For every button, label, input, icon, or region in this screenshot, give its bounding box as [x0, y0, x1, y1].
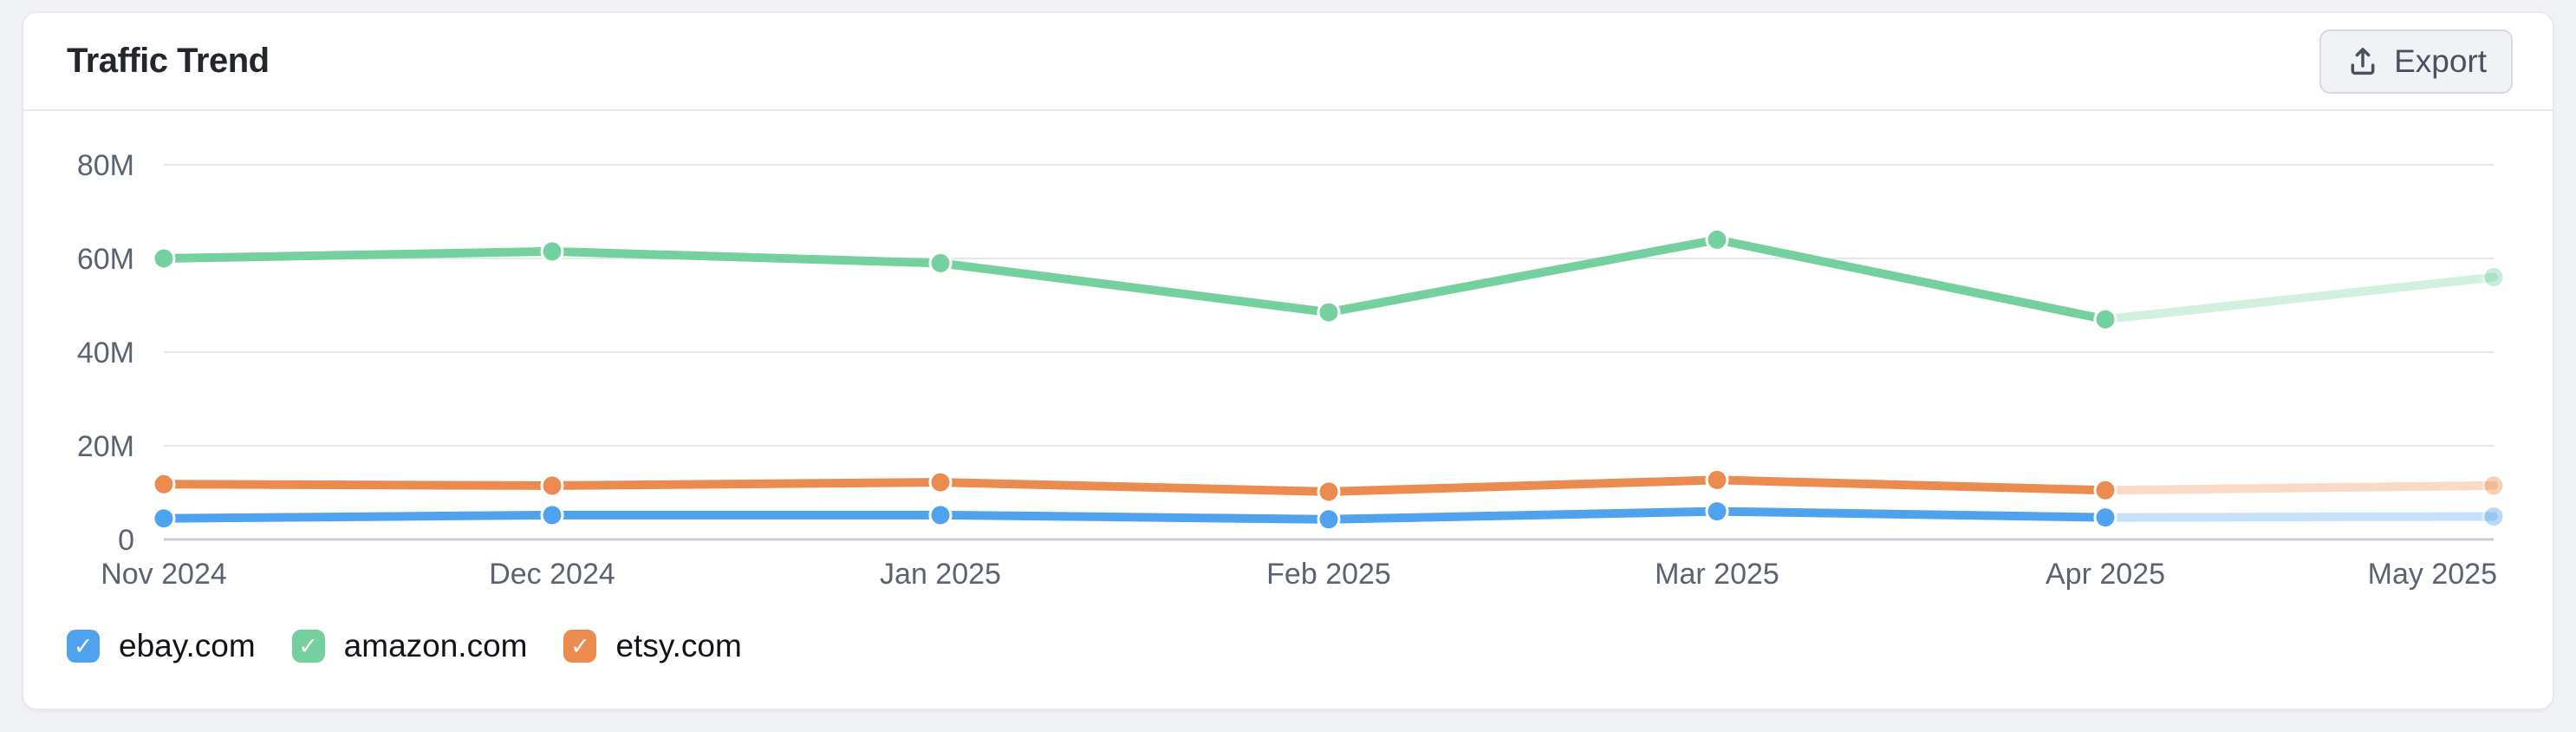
legend-label-amazon.com: amazon.com [343, 628, 528, 663]
data-point-ebay.com-mar-2025[interactable] [1705, 500, 1729, 524]
data-point-amazon.com-may-2025[interactable] [2482, 265, 2506, 290]
data-point-amazon.com-jan-2025[interactable] [928, 251, 953, 275]
legend-checkbox-ebay.com[interactable]: ✓ [67, 630, 100, 663]
x-axis-tick-mar-2025: Mar 2025 [1655, 558, 1779, 591]
line-forecast-etsy.com [2101, 480, 2498, 495]
data-point-amazon.com-apr-2025[interactable] [2093, 307, 2117, 331]
x-axis-tick-nov-2024: Nov 2024 [101, 558, 227, 591]
line-forecast-amazon.com [2101, 272, 2498, 324]
data-point-amazon.com-nov-2024[interactable] [152, 246, 176, 271]
legend-label-ebay.com: ebay.com [119, 628, 256, 663]
data-point-etsy.com-dec-2024[interactable] [540, 474, 564, 498]
chart-area: 80M 60M 40M 20M 0 Nov 2024 Dec 2024 Jan 2025 Feb… [23, 111, 2553, 602]
legend-label-etsy.com: etsy.com [615, 628, 742, 663]
line-etsy.com [159, 475, 2110, 496]
x-axis-tick-feb-2025: Feb 2025 [1266, 558, 1391, 591]
page-title: Traffic Trend [67, 42, 270, 80]
data-point-etsy.com-nov-2024[interactable] [152, 472, 176, 496]
x-axis-tick-dec-2024: Dec 2024 [489, 558, 615, 591]
card-header: Traffic Trend Export [23, 13, 2553, 111]
legend-item-etsy.com[interactable]: ✓ etsy.com [563, 628, 742, 664]
export-button-label: Export [2394, 42, 2487, 79]
y-axis-tick-20M: 20M [77, 430, 134, 463]
data-point-etsy.com-mar-2025[interactable] [1705, 467, 1729, 492]
data-point-ebay.com-may-2025[interactable] [2482, 505, 2506, 528]
x-axis-tick-apr-2025: Apr 2025 [2046, 558, 2165, 591]
data-point-ebay.com-apr-2025[interactable] [2093, 506, 2117, 530]
data-point-ebay.com-feb-2025[interactable] [1317, 507, 1341, 532]
data-point-amazon.com-mar-2025[interactable] [1705, 227, 1729, 252]
line-forecast-ebay.com [2101, 512, 2498, 522]
chart-legend: ✓ ebay.com ✓ amazon.com ✓ etsy.com [67, 628, 2553, 664]
legend-checkbox-amazon.com[interactable]: ✓ [291, 630, 325, 663]
line-amazon.com [159, 235, 2110, 324]
data-point-ebay.com-dec-2024[interactable] [540, 503, 564, 527]
data-point-amazon.com-feb-2025[interactable] [1317, 300, 1341, 324]
legend-checkbox-etsy.com[interactable]: ✓ [563, 630, 597, 663]
data-point-ebay.com-jan-2025[interactable] [928, 503, 953, 527]
data-point-ebay.com-nov-2024[interactable] [152, 507, 176, 531]
traffic-trend-card: Traffic Trend Export 80M 60M 40M 20M 0 Nov 20… [23, 12, 2553, 709]
legend-item-ebay.com[interactable]: ✓ ebay.com [67, 628, 256, 664]
legend-item-amazon.com[interactable]: ✓ amazon.com [291, 628, 528, 664]
data-point-etsy.com-feb-2025[interactable] [1317, 480, 1341, 504]
y-axis-tick-80M: 80M [77, 149, 134, 182]
y-axis-tick-60M: 60M [77, 243, 134, 276]
data-point-etsy.com-jan-2025[interactable] [928, 470, 953, 494]
data-point-etsy.com-may-2025[interactable] [2482, 474, 2506, 498]
line-ebay.com [159, 507, 2110, 524]
data-point-etsy.com-apr-2025[interactable] [2093, 478, 2117, 502]
y-axis-tick-40M: 40M [77, 337, 134, 369]
export-button[interactable]: Export [2319, 29, 2513, 94]
x-axis-tick-may-2025: May 2025 [2368, 558, 2497, 591]
data-point-amazon.com-dec-2024[interactable] [540, 239, 564, 264]
upload-icon [2345, 44, 2380, 79]
x-axis-tick-jan-2025: Jan 2025 [880, 558, 1001, 591]
y-axis-tick-0: 0 [118, 524, 134, 557]
